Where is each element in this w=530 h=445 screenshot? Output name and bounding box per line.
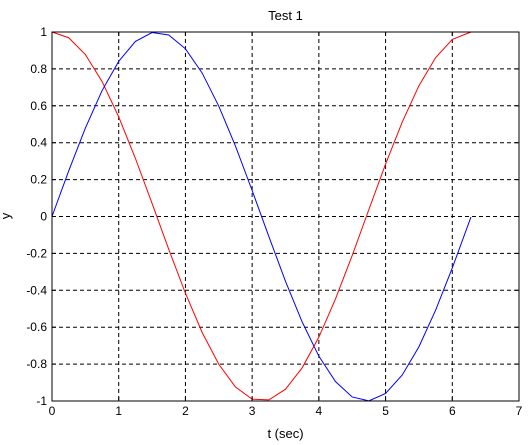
x-tick-label: 3: [249, 404, 256, 418]
y-tick-label: 0.6: [30, 99, 47, 113]
x-tick-label: 2: [182, 404, 189, 418]
grid-lines: [52, 32, 519, 401]
x-tick-label: 7: [516, 404, 523, 418]
y-axis-label: y: [0, 212, 13, 219]
y-tick-label: 1: [40, 25, 47, 39]
series-line-1: [51, 32, 472, 402]
y-tick-label: 0: [40, 210, 47, 224]
y-tick-label: -0.2: [26, 246, 47, 260]
x-tick-label: 0: [49, 404, 56, 418]
chart-title: Test 1: [268, 8, 303, 23]
x-tick-label: 6: [449, 404, 456, 418]
x-axis-label: t (sec): [267, 426, 303, 441]
y-tick-label: -1: [36, 394, 47, 408]
y-tick-label: -0.8: [26, 357, 47, 371]
axis-ticks: 0 1 2 3 4 5 6 7 1 0.8 0.6 0.4 0.2 0 -0.2 -0.4 -0.6 -0.8 -1: [26, 25, 522, 418]
y-tick-label: -0.6: [26, 320, 47, 334]
x-tick-label: 5: [382, 404, 389, 418]
x-tick-label: 1: [115, 404, 122, 418]
y-tick-label: 0.8: [30, 62, 47, 76]
y-tick-label: 0.4: [30, 136, 47, 150]
data-series: [51, 31, 472, 402]
series-line-0: [51, 31, 472, 401]
x-tick-label: 4: [316, 404, 323, 418]
y-tick-label: -0.4: [26, 283, 47, 297]
y-tick-label: 0.2: [30, 173, 47, 187]
